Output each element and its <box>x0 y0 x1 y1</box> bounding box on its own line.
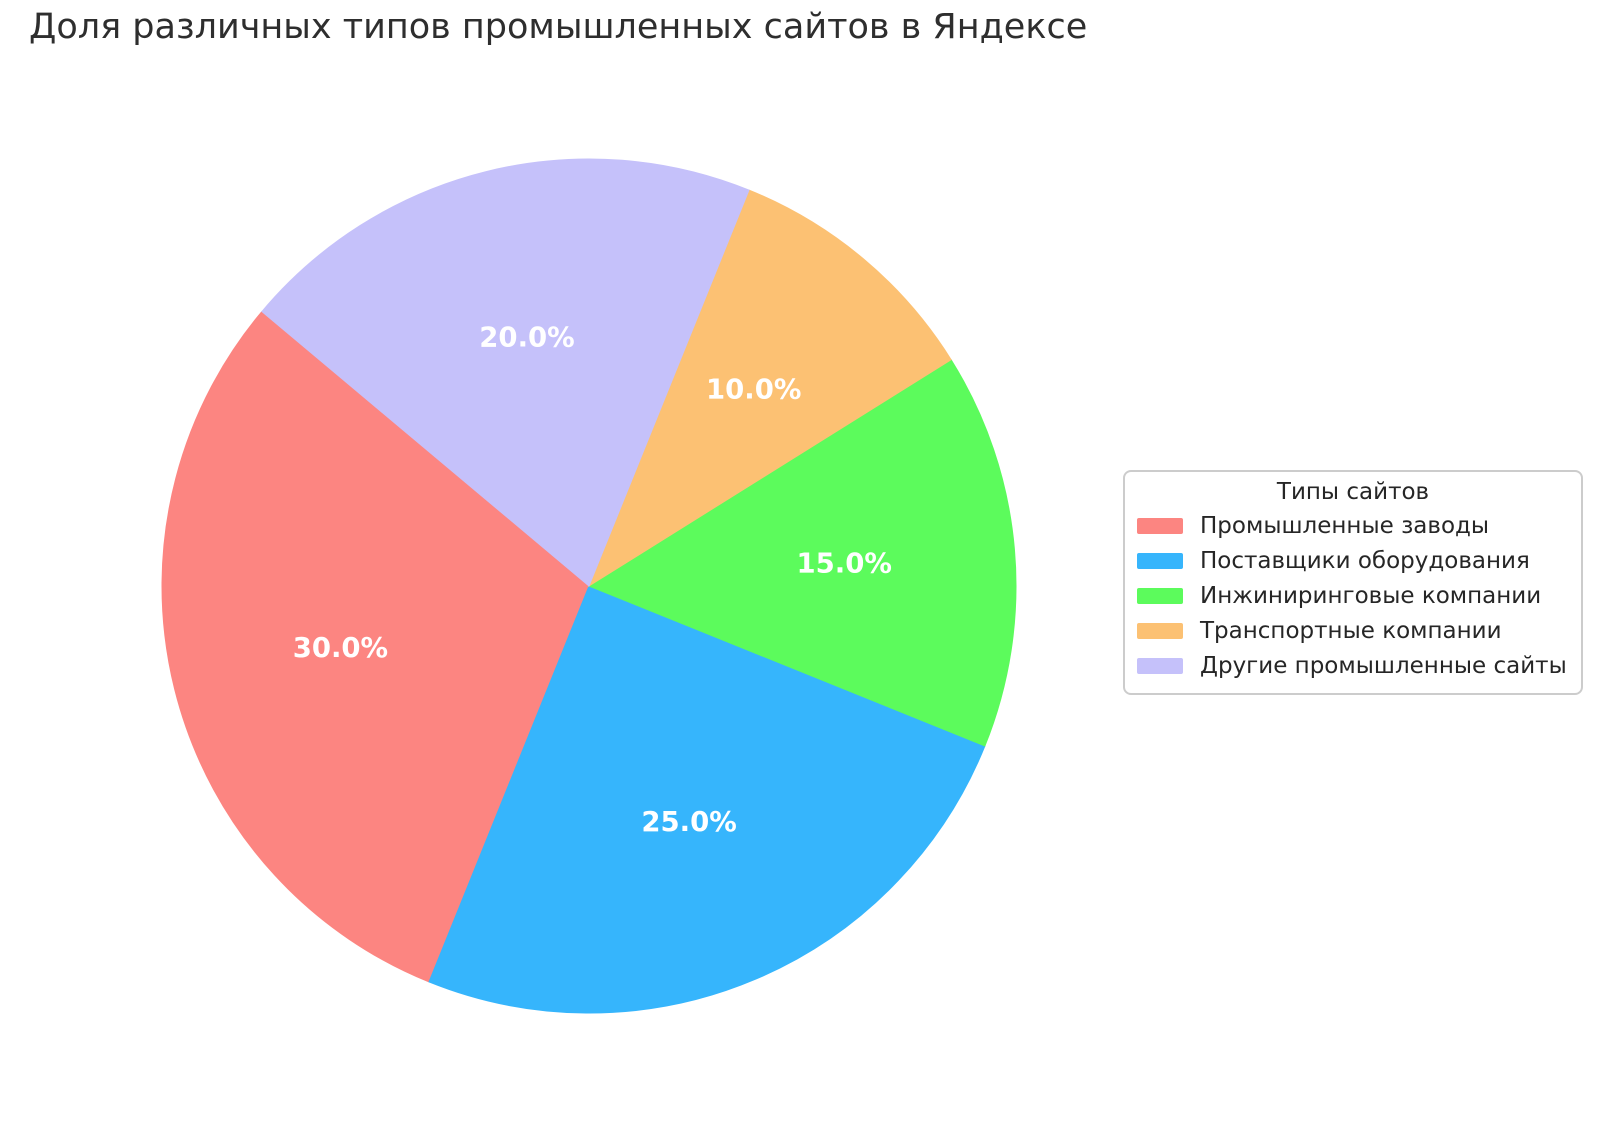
pie-slice-percent-equipment-suppliers: 25.0% <box>641 806 736 838</box>
legend-item-industrial-plants: Промышленные заводы <box>1125 508 1581 543</box>
legend-items: Промышленные заводы Поставщики оборудован… <box>1125 508 1581 683</box>
legend-swatch-engineering-companies <box>1137 587 1183 604</box>
legend-swatch-equipment-suppliers <box>1137 552 1183 569</box>
legend-item-engineering-companies: Инжиниринговые компании <box>1125 578 1581 613</box>
pie-slice-transport-companies <box>587 189 952 588</box>
pie-slice-industrial-plants <box>161 310 590 983</box>
legend-label-other-industrial-sites: Другие промышленные сайты <box>1200 652 1567 679</box>
legend-item-equipment-suppliers: Поставщики оборудования <box>1125 543 1581 578</box>
legend-swatch-other-industrial-sites <box>1137 657 1183 674</box>
legend-item-transport-companies: Транспортные компании <box>1125 613 1581 648</box>
legend-label-industrial-plants: Промышленные заводы <box>1200 512 1490 539</box>
legend-label-transport-companies: Транспортные компании <box>1200 617 1502 644</box>
legend-label-engineering-companies: Инжиниринговые компании <box>1200 582 1542 609</box>
legend-swatch-transport-companies <box>1137 622 1183 639</box>
legend-label-equipment-suppliers: Поставщики оборудования <box>1200 547 1530 574</box>
legend-title: Типы сайтов <box>1276 479 1430 505</box>
chart-title: Доля различных типов промышленных сайтов… <box>29 7 1088 47</box>
legend-item-other-industrial-sites: Другие промышленные сайты <box>1125 648 1581 683</box>
pie-slice-other-industrial-sites <box>261 158 750 587</box>
legend: Типы сайтов Промышленные заводы Поставщик… <box>1123 470 1583 695</box>
legend-swatch-industrial-plants <box>1137 517 1183 534</box>
pie-slice-percent-other-industrial-sites: 20.0% <box>479 321 574 353</box>
pie-slice-percent-industrial-plants: 30.0% <box>293 632 388 664</box>
pie-slice-percent-transport-companies: 10.0% <box>706 374 801 406</box>
pie-slice-engineering-companies <box>587 359 1017 747</box>
pie-slice-percent-engineering-companies: 15.0% <box>796 548 891 580</box>
pie-slice-equipment-suppliers <box>428 585 986 1014</box>
